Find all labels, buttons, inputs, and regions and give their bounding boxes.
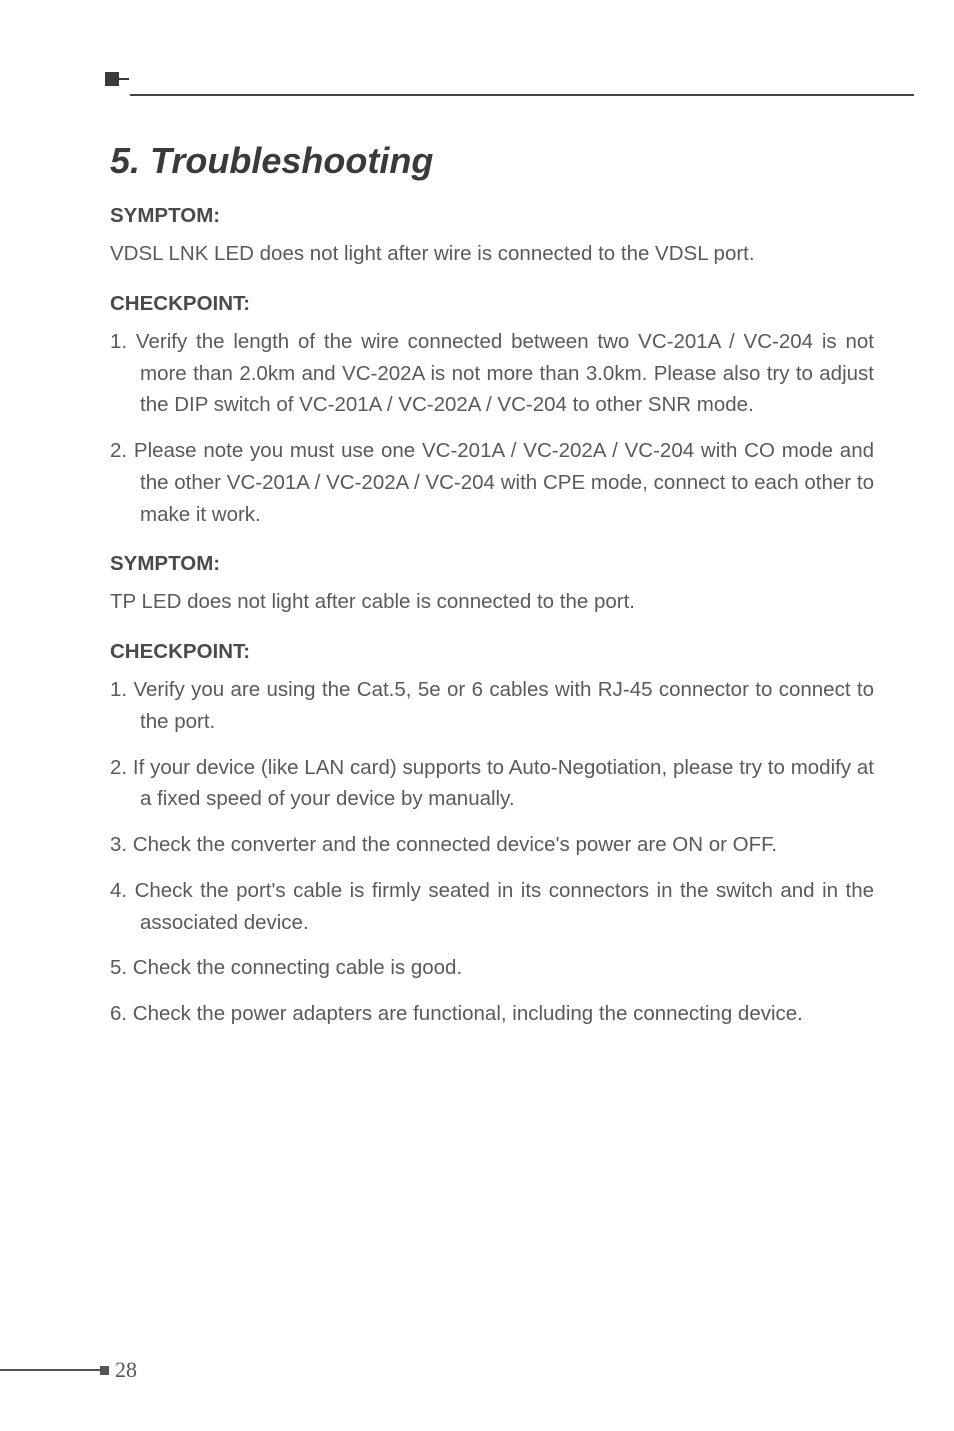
- list-item: 1. Verify the length of the wire connect…: [110, 326, 874, 421]
- section-symptom-2: SYMPTOM: TP LED does not light after cab…: [110, 552, 874, 618]
- heading-symptom: SYMPTOM:: [110, 204, 874, 228]
- list-item: 1. Verify you are using the Cat.5, 5e or…: [110, 674, 874, 738]
- top-horizontal-rule: [130, 94, 914, 96]
- body-text: VDSL LNK LED does not light after wire i…: [110, 238, 874, 270]
- body-text: TP LED does not light after cable is con…: [110, 586, 874, 618]
- section-checkpoint-1: CHECKPOINT: 1. Verify the length of the …: [110, 292, 874, 531]
- crop-mark: [105, 72, 125, 92]
- numbered-list: 1. Verify you are using the Cat.5, 5e or…: [110, 674, 874, 1030]
- list-item: 4. Check the port's cable is firmly seat…: [110, 875, 874, 939]
- heading-symptom: SYMPTOM:: [110, 552, 874, 576]
- section-symptom-1: SYMPTOM: VDSL LNK LED does not light aft…: [110, 204, 874, 270]
- chapter-title: 5. Troubleshooting: [110, 140, 874, 182]
- list-item: 6. Check the power adapters are function…: [110, 998, 874, 1030]
- page-content: 5. Troubleshooting SYMPTOM: VDSL LNK LED…: [110, 140, 874, 1030]
- heading-checkpoint: CHECKPOINT:: [110, 640, 874, 664]
- section-checkpoint-2: CHECKPOINT: 1. Verify you are using the …: [110, 640, 874, 1030]
- list-item: 2. Please note you must use one VC-201A …: [110, 435, 874, 530]
- page-number-group: 28: [0, 1357, 137, 1383]
- page-number-rule: [0, 1369, 100, 1371]
- list-item: 5. Check the connecting cable is good.: [110, 952, 874, 984]
- page-number: 28: [115, 1357, 137, 1383]
- list-item: 3. Check the converter and the connected…: [110, 829, 874, 861]
- numbered-list: 1. Verify the length of the wire connect…: [110, 326, 874, 531]
- list-item: 2. If your device (like LAN card) suppor…: [110, 752, 874, 816]
- heading-checkpoint: CHECKPOINT:: [110, 292, 874, 316]
- page-number-marker: [100, 1366, 109, 1375]
